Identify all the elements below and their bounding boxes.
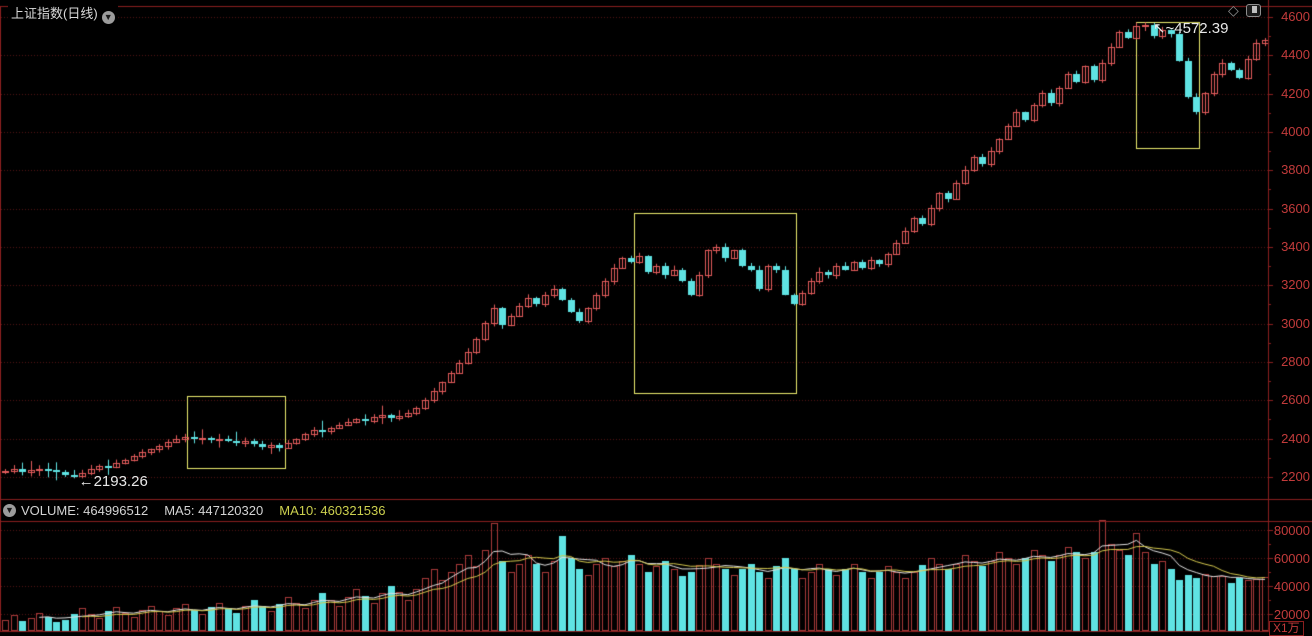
volume-header: ▼ VOLUME: 464996512 MA5: 447120320 MA10:… xyxy=(3,501,386,519)
chart-title-bar: 上证指数(日线) ▼ xyxy=(8,3,118,24)
chevron-down-circle-icon[interactable]: ▼ xyxy=(3,503,16,517)
diamond-icon[interactable]: ◇ xyxy=(1228,2,1239,18)
chart-title: 上证指数(日线) xyxy=(11,6,98,21)
price-axis-label: 4400 xyxy=(1281,47,1310,63)
volume-axis-label: 60000 xyxy=(1273,551,1310,566)
price-axis-label: 4000 xyxy=(1281,123,1310,139)
volume-axis: 80000 60000 40000 20000 xyxy=(1270,0,1310,636)
volume-value-label: VOLUME: 464996512 xyxy=(21,502,149,518)
price-axis-label: 3000 xyxy=(1281,315,1310,331)
price-axis-label: 4600 xyxy=(1281,9,1310,24)
price-axis-label: 3400 xyxy=(1281,238,1310,254)
volume-unit-label: X1万 xyxy=(1269,621,1304,636)
price-axis-label: 3600 xyxy=(1281,200,1310,216)
price-axis-label: 2400 xyxy=(1281,430,1310,446)
volume-axis-label: 20000 xyxy=(1273,607,1310,622)
marked-high-annotation: ↖~4572.39 xyxy=(1152,20,1229,38)
price-axis: 4600 4400 4200 4000 3800 3600 3400 3200 3000 2800… xyxy=(1270,0,1310,636)
price-axis-label: 2800 xyxy=(1281,353,1310,369)
window-icon[interactable] xyxy=(1246,4,1261,17)
price-axis-label: 2600 xyxy=(1281,392,1310,408)
window-icon-fill xyxy=(1252,6,1257,13)
price-axis-label: 2200 xyxy=(1281,468,1310,484)
chevron-down-circle-icon[interactable]: ▼ xyxy=(101,11,115,24)
price-axis-label: 3200 xyxy=(1281,277,1310,293)
volume-ma10-label: MA10: 460321536 xyxy=(279,502,386,518)
volume-axis-label: 80000 xyxy=(1273,523,1310,538)
price-axis-label: 3800 xyxy=(1281,162,1310,178)
marked-low-annotation: ←2193.26 xyxy=(78,473,148,491)
volume-axis-label: 40000 xyxy=(1273,579,1310,594)
price-axis-label: 4200 xyxy=(1281,85,1310,101)
volume-ma5-label: MA5: 447120320 xyxy=(164,502,264,518)
